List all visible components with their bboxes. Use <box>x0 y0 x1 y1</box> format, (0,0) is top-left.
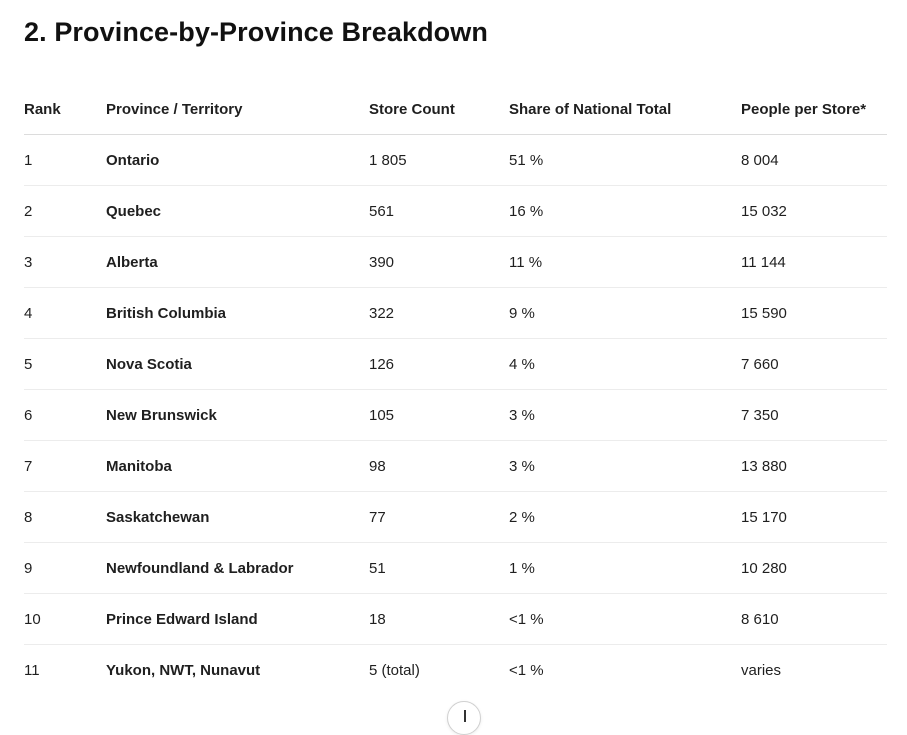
cell-people-per-store: 13 880 <box>741 440 887 492</box>
table-row: 7 Manitoba 98 3 % 13 880 <box>24 440 887 492</box>
cell-share: <1 % <box>509 593 741 645</box>
cell-people-per-store: 8 610 <box>741 593 887 645</box>
table-row: 5 Nova Scotia 126 4 % 7 660 <box>24 338 887 390</box>
cell-store-count: 98 <box>369 440 509 492</box>
table-row: 2 Quebec 561 16 % 15 032 <box>24 185 887 237</box>
cell-rank: 2 <box>24 185 106 237</box>
table-row: 4 British Columbia 322 9 % 15 590 <box>24 287 887 339</box>
cell-store-count: 105 <box>369 389 509 441</box>
cell-rank: 3 <box>24 236 106 288</box>
header-province: Province / Territory <box>106 85 369 135</box>
cell-province: New Brunswick <box>106 389 369 441</box>
cell-share: 16 % <box>509 185 741 237</box>
cell-rank: 6 <box>24 389 106 441</box>
cell-rank: 9 <box>24 542 106 594</box>
cell-store-count: 5 (total) <box>369 661 420 679</box>
cell-share: 3 % <box>509 389 741 441</box>
arrow-down-icon <box>464 710 466 722</box>
header-people-per-store: People per Store* <box>741 85 887 135</box>
cell-share: <1 % <box>509 661 544 679</box>
cell-store-count: 561 <box>369 185 509 237</box>
cell-store-count: 322 <box>369 287 509 339</box>
cell-people-per-store: varies <box>741 661 782 679</box>
cell-province: Alberta <box>106 236 369 288</box>
header-store-count: Store Count <box>369 85 509 135</box>
cell-rank: 11 <box>24 661 40 679</box>
cell-province: Newfoundland & Labrador <box>106 542 369 594</box>
cell-store-count: 1 805 <box>369 134 509 186</box>
header-rank: Rank <box>24 85 106 135</box>
table-row: 10 Prince Edward Island 18 <1 % 8 610 <box>24 593 887 645</box>
table-row: 9 Newfoundland & Labrador 51 1 % 10 280 <box>24 542 887 594</box>
cell-store-count: 18 <box>369 593 509 645</box>
cell-share: 3 % <box>509 440 741 492</box>
cell-people-per-store: 15 170 <box>741 491 887 543</box>
cell-rank: 5 <box>24 338 106 390</box>
cell-rank: 10 <box>24 593 106 645</box>
cell-rank: 8 <box>24 491 106 543</box>
table-row: 1 Ontario 1 805 51 % 8 004 <box>24 134 887 186</box>
cell-people-per-store: 10 280 <box>741 542 887 594</box>
table-header-row: Rank Province / Territory Store Count Sh… <box>24 85 887 135</box>
cell-share: 11 % <box>509 236 741 288</box>
cell-province: Prince Edward Island <box>106 593 369 645</box>
cell-share: 4 % <box>509 338 741 390</box>
cell-people-per-store: 11 144 <box>741 236 887 288</box>
cell-province: Ontario <box>106 134 369 186</box>
header-share: Share of National Total <box>509 85 741 135</box>
section-heading: 2. Province-by-Province Breakdown <box>24 17 488 47</box>
table-row: 8 Saskatchewan 77 2 % 15 170 <box>24 491 887 543</box>
cell-people-per-store: 7 350 <box>741 389 887 441</box>
cell-store-count: 77 <box>369 491 509 543</box>
cell-province: Yukon, NWT, Nunavut <box>106 661 261 679</box>
cell-share: 9 % <box>509 287 741 339</box>
cell-province: British Columbia <box>106 287 369 339</box>
cell-share: 1 % <box>509 542 741 594</box>
cell-rank: 4 <box>24 287 106 339</box>
table-row: 11 Yukon, NWT, Nunavut 5 (total) <1 % va… <box>24 645 887 696</box>
cell-people-per-store: 15 032 <box>741 185 887 237</box>
cell-share: 51 % <box>509 134 741 186</box>
cell-people-per-store: 8 004 <box>741 134 887 186</box>
cell-people-per-store: 7 660 <box>741 338 887 390</box>
cell-store-count: 390 <box>369 236 509 288</box>
cell-province: Manitoba <box>106 440 369 492</box>
cell-share: 2 % <box>509 491 741 543</box>
cell-people-per-store: 15 590 <box>741 287 887 339</box>
cell-province: Nova Scotia <box>106 338 369 390</box>
cell-province: Quebec <box>106 185 369 237</box>
cell-rank: 1 <box>24 134 106 186</box>
scroll-down-button[interactable] <box>447 701 481 735</box>
cell-store-count: 126 <box>369 338 509 390</box>
province-table: Rank Province / Territory Store Count Sh… <box>24 85 887 695</box>
cell-store-count: 51 <box>369 542 509 594</box>
table-row: 3 Alberta 390 11 % 11 144 <box>24 236 887 288</box>
cell-rank: 7 <box>24 440 106 492</box>
cell-province: Saskatchewan <box>106 491 369 543</box>
table-row: 6 New Brunswick 105 3 % 7 350 <box>24 389 887 441</box>
